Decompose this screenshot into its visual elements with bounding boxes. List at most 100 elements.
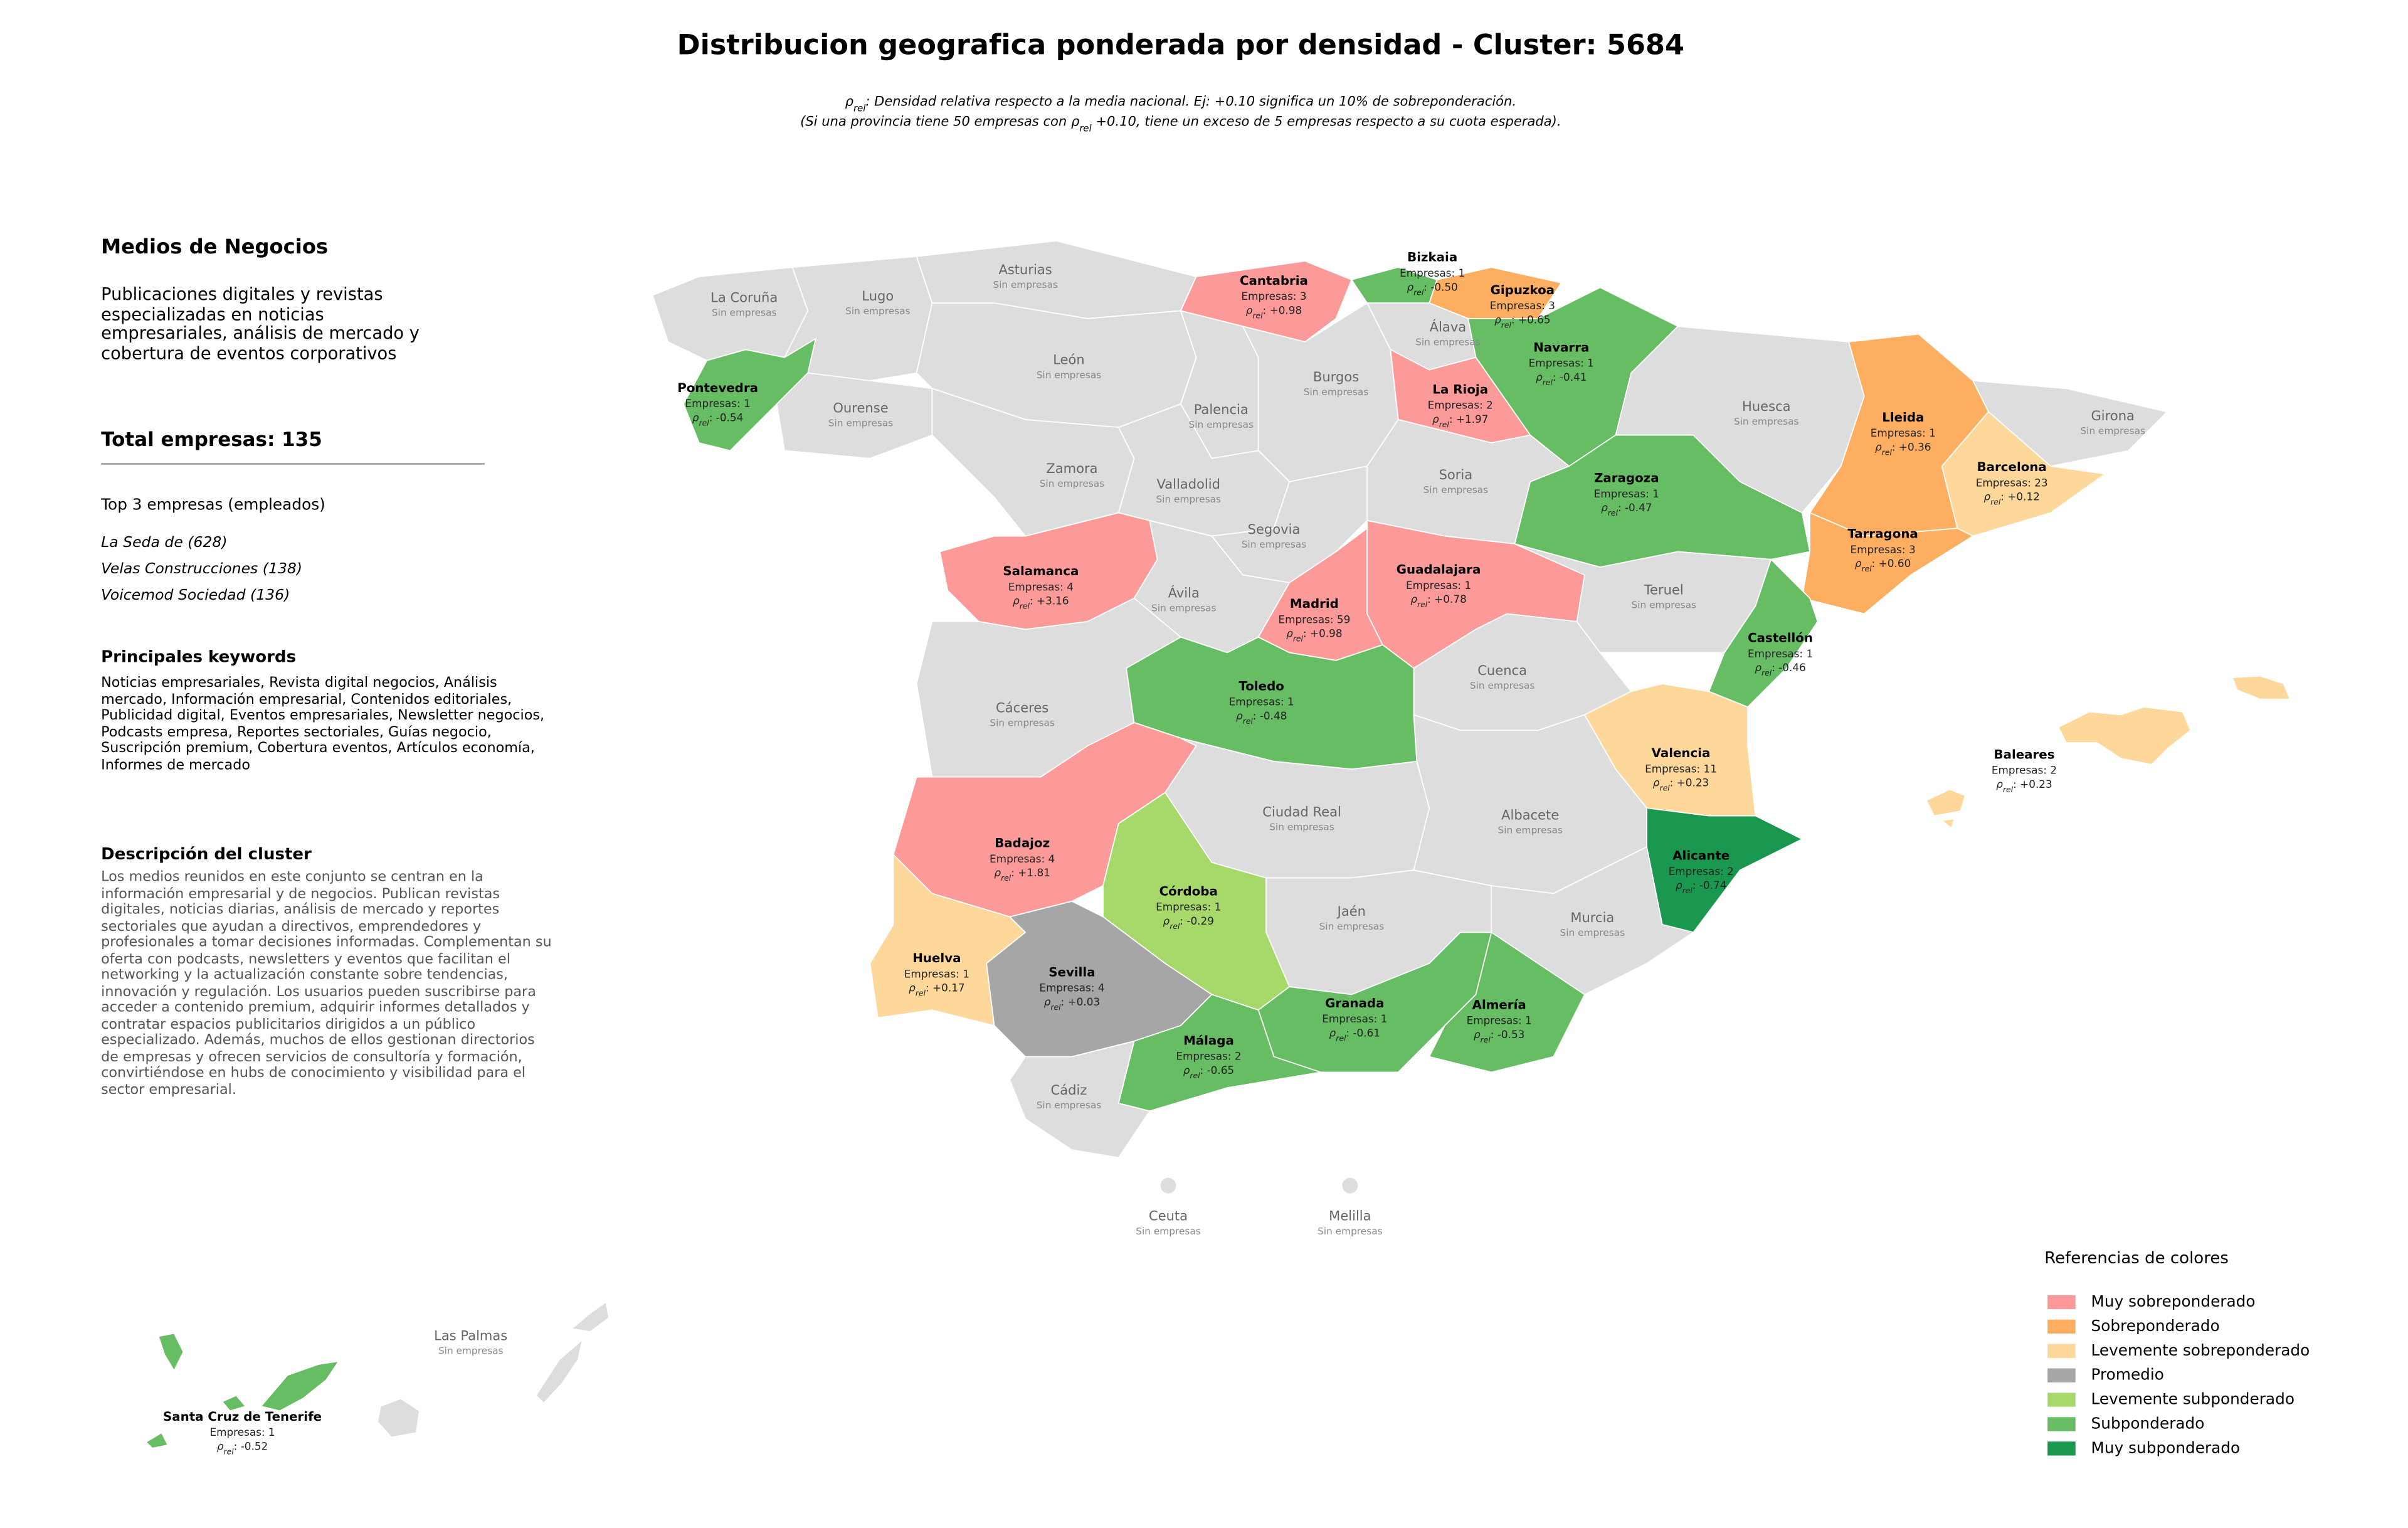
rho-symbol: ρ — [1163, 915, 1170, 927]
sidebar: Medios de Negocios Publicaciones digital… — [101, 236, 598, 1122]
legend-label: Sobreponderado — [2091, 1317, 2220, 1335]
rho-symbol: ρ — [845, 93, 854, 109]
province-count: Empresas: 4 — [990, 852, 1055, 865]
province-name: Burgos — [1313, 369, 1359, 385]
province-name: Asturias — [998, 262, 1052, 277]
rho-value: -0.54 — [716, 411, 744, 423]
province-rho: ρrel: +1.81 — [994, 866, 1050, 883]
province-rho: ρrel: +0.36 — [1875, 440, 1931, 457]
province-name: Teruel — [1644, 581, 1684, 597]
province-count: Empresas: 1 — [1322, 1012, 1387, 1025]
rho-sub: rel — [1761, 669, 1772, 677]
province-name: Girona — [2091, 408, 2134, 423]
province-status: Sin empresas — [1560, 927, 1625, 938]
province-status: Sin empresas — [828, 418, 894, 429]
province-name: Badajoz — [995, 836, 1050, 851]
rho-value: -0.41 — [1560, 371, 1587, 383]
sidebar-content: Medios de Negocios Publicaciones digital… — [101, 236, 598, 1122]
rho-value: -0.50 — [1430, 280, 1458, 293]
legend-swatch — [2047, 1393, 2076, 1407]
rho-colon: : — [234, 1440, 241, 1452]
province-count: Empresas: 3 — [1241, 290, 1306, 302]
title: Distribucion geografica ponderada por de… — [677, 28, 1684, 61]
province-count: Empresas: 1 — [1156, 901, 1221, 913]
rho-sub: rel — [1243, 717, 1254, 726]
province-status: Sin empresas — [1156, 494, 1221, 505]
province-name: Murcia — [1570, 910, 1614, 925]
rho-symbol: ρ — [1013, 595, 1020, 607]
province-name: Bizkaia — [1407, 250, 1457, 265]
rho-colon: : — [2013, 778, 2020, 790]
rho-colon: : — [1511, 313, 1518, 326]
province-status: Sin empresas — [1040, 478, 1105, 489]
province-name: Guadalajara — [1397, 563, 1481, 577]
province-name: Lugo — [862, 288, 894, 304]
sidebar-title: Medios de Negocios — [101, 236, 329, 260]
province-name: Pontevedra — [677, 381, 758, 395]
rho-symbol: ρ — [909, 982, 916, 994]
province-shape — [1342, 1177, 1358, 1194]
total-companies: Total empresas: 135 — [101, 427, 322, 451]
province-name: Huelva — [912, 951, 961, 965]
province-name: Córdoba — [1159, 884, 1218, 898]
rho-value: -0.74 — [1699, 879, 1727, 891]
keywords-heading: Principales keywords — [101, 648, 297, 667]
rho-colon: : — [709, 411, 716, 423]
province-name: Toledo — [1238, 679, 1284, 693]
rho-sub: rel — [699, 418, 710, 427]
rho-colon: : — [1491, 1028, 1497, 1041]
rho-sub: rel — [1659, 784, 1670, 793]
rho-symbol: ρ — [1474, 1028, 1481, 1041]
rho-colon: : — [926, 982, 932, 994]
rho-sub: rel — [1990, 498, 2001, 507]
rho-symbol: ρ — [692, 411, 699, 423]
province-name: Granada — [1325, 996, 1384, 1011]
rho-symbol: ρ — [1044, 995, 1051, 1008]
rho-colon: : — [1553, 371, 1560, 383]
province-name: Valencia — [1652, 746, 1711, 760]
province-name: Santa Cruz de Tenerife — [163, 1409, 322, 1424]
province-count: Empresas: 1 — [209, 1426, 275, 1438]
legend-label: Subponderado — [2091, 1414, 2205, 1432]
province-name: Huesca — [1742, 398, 1791, 414]
rho-value: +0.23 — [2020, 778, 2052, 790]
rho-colon: : — [1180, 915, 1186, 927]
province-name: Málaga — [1183, 1033, 1234, 1048]
rho-symbol: ρ — [1536, 371, 1543, 383]
subtitle-line: ρrel: Densidad relativa respecto a la me… — [845, 93, 1516, 114]
province-rho: ρrel: -0.74 — [1676, 879, 1726, 895]
rho-sub: rel — [224, 1447, 235, 1456]
province-rho: ρrel: -0.48 — [1236, 709, 1287, 726]
province-rho: ρrel: -0.53 — [1474, 1028, 1524, 1044]
province-name: Valladolid — [1156, 476, 1220, 492]
province-count: Empresas: 59 — [1278, 613, 1350, 625]
rho-sub: rel — [1336, 1034, 1346, 1043]
rho-value: -0.61 — [1353, 1026, 1380, 1039]
province-rho: ρrel: +0.12 — [1983, 491, 2039, 507]
province-name: Almería — [1472, 997, 1526, 1012]
rho-colon: : — [1200, 1064, 1207, 1076]
province-shape — [1428, 931, 1586, 1073]
provinces — [145, 240, 2291, 1449]
province-name: Cuenca — [1477, 662, 1527, 678]
rho-sub: rel — [853, 102, 866, 114]
rho-sub: rel — [1293, 635, 1304, 644]
rho-symbol: ρ — [1410, 593, 1417, 605]
rho-colon: : — [1011, 866, 1018, 879]
province-name: Ciudad Real — [1262, 804, 1341, 820]
rho-colon: : — [1303, 627, 1310, 640]
province-rho: ρrel: +3.16 — [1013, 595, 1069, 611]
province-count: Empresas: 4 — [1039, 982, 1104, 994]
province-name: Álava — [1430, 319, 1467, 335]
province-name: León — [1053, 352, 1085, 368]
province-shape — [1160, 1177, 1176, 1194]
rho-colon: : — [1346, 1026, 1353, 1039]
rho-symbol: ρ — [1071, 114, 1080, 129]
rho-value: +0.17 — [932, 982, 965, 994]
top-company: La Seda de (628) — [101, 534, 228, 552]
province-name: Ávila — [1168, 585, 1200, 600]
province-count: Empresas: 1 — [1871, 427, 1936, 439]
province-name: Jaén — [1336, 903, 1366, 919]
subtitle-text: (Si una provincia tiene 50 empresas con — [800, 114, 1071, 129]
